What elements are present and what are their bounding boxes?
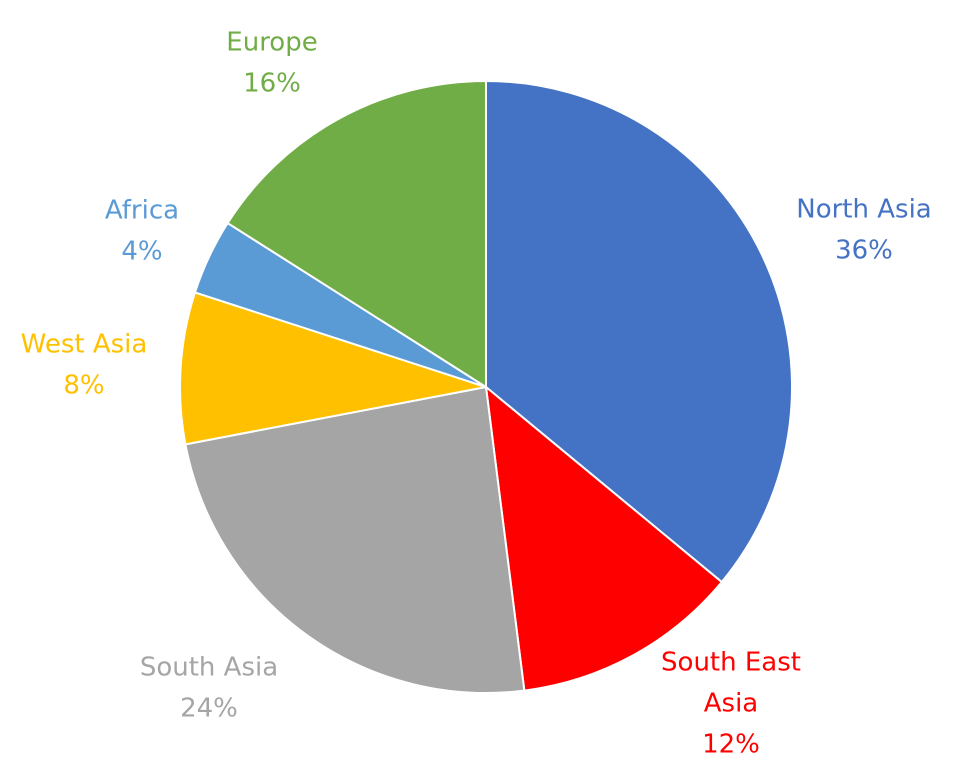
slice-category-label: Africa bbox=[105, 196, 179, 226]
slice-percent-label: 16% bbox=[243, 69, 301, 99]
slice-percent-label: 12% bbox=[702, 730, 760, 760]
slice-category-label: North Asia bbox=[796, 195, 931, 225]
slice-category-label: South East bbox=[661, 648, 801, 678]
pie-slice-south-asia bbox=[184, 385, 526, 694]
pie-slice-south-east-asia bbox=[484, 384, 724, 692]
slice-category-label: West Asia bbox=[21, 330, 148, 360]
slice-category-label: Europe bbox=[226, 28, 317, 58]
slice-category-label: South Asia bbox=[140, 653, 278, 683]
pie-slice-europe bbox=[226, 79, 487, 389]
pie-slice-west-asia bbox=[179, 291, 487, 446]
slice-percent-label: 8% bbox=[63, 371, 104, 401]
pie-slices bbox=[179, 79, 793, 694]
slice-percent-label: 24% bbox=[180, 694, 238, 724]
slice-category-label: Asia bbox=[704, 689, 759, 719]
pie-slice-north-asia bbox=[485, 79, 793, 584]
slice-percent-label: 4% bbox=[121, 237, 162, 267]
pie-labels: North Asia 36% South East Asia 12% South Asia… bbox=[21, 28, 932, 760]
slice-percent-label: 36% bbox=[835, 236, 893, 266]
